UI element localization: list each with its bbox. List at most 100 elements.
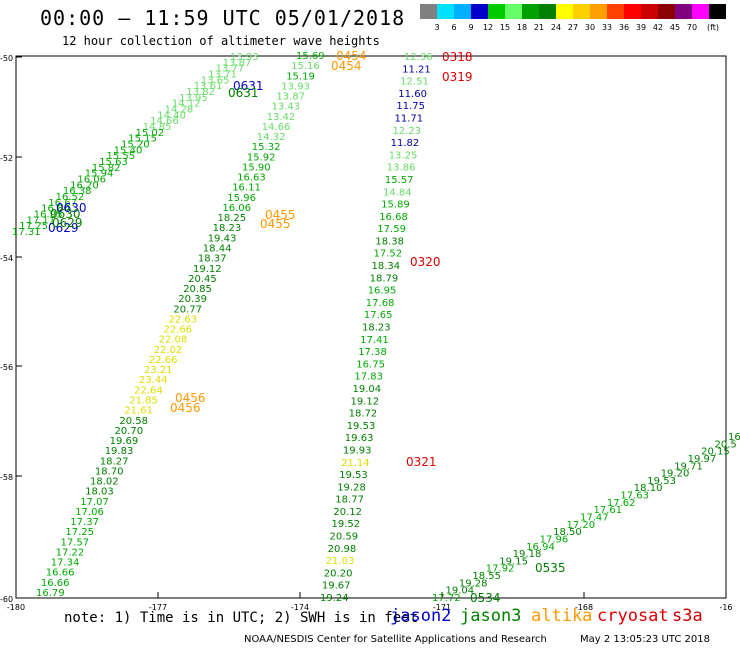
- swh-value: 15.40: [114, 145, 143, 156]
- swh-value: 16.52: [56, 192, 85, 203]
- page-title: 00:00 – 11:59 UTC 05/01/2018: [40, 6, 406, 30]
- scale-swatch: [471, 4, 488, 19]
- pass-time-label: 0631: [233, 79, 264, 93]
- swh-value: 15.92: [247, 152, 276, 163]
- swh-value: 13.77: [216, 64, 245, 75]
- swh-value: 14.66: [150, 116, 179, 127]
- swh-value: 16.20: [70, 180, 99, 191]
- swh-value: 19.15: [499, 556, 528, 567]
- swh-value: 18.55: [472, 571, 501, 582]
- scale-label: 39: [635, 23, 647, 32]
- swh-value: 19.63: [345, 433, 374, 444]
- scale-swatch: [692, 4, 709, 19]
- lon-label: -174: [291, 603, 309, 612]
- swh-value: 17.06: [75, 507, 104, 518]
- pass-time-label: 0318: [442, 50, 473, 64]
- swh-value: 18.38: [375, 236, 404, 247]
- scale-label: 30: [584, 23, 596, 32]
- swh-value: 17.65: [364, 310, 393, 321]
- lat-label: -56: [0, 363, 13, 372]
- scale-label: 27: [567, 23, 579, 32]
- swh-value: 16.67: [48, 198, 77, 209]
- swh-value: 20.59: [330, 532, 359, 543]
- swh-value: 16.94: [526, 542, 555, 553]
- swh-value: 19.12: [193, 264, 222, 275]
- swh-value: 13.95: [179, 93, 208, 104]
- pass-time-label: 0321: [406, 455, 437, 469]
- scale-label: 24: [550, 23, 562, 32]
- swh-value: 13.87: [223, 58, 252, 69]
- swh-value: 15.16: [291, 61, 320, 72]
- swh-value: 12.51: [400, 77, 429, 88]
- time-labels-layer: 0454045403180319063106310630063006290629…: [48, 49, 566, 605]
- swh-value: 20.39: [178, 294, 207, 305]
- swh-value: 11.21: [402, 64, 431, 75]
- swh-value: 19.52: [332, 519, 361, 530]
- swh-value: 19.53: [339, 470, 368, 481]
- swh-value: 18.50: [553, 527, 582, 538]
- swh-value: 11.60: [398, 89, 427, 100]
- swh-value: 19.43: [208, 233, 237, 244]
- swh-value: 20.70: [115, 426, 144, 437]
- swh-value: 19.53: [347, 421, 376, 432]
- swh-value: 13.42: [267, 112, 296, 123]
- swh-value: 23.44: [139, 375, 168, 386]
- scale-swatch: [437, 4, 454, 19]
- scale-swatch: [590, 4, 607, 19]
- swh-value: 23.21: [144, 365, 173, 376]
- swh-value: 15.82: [92, 163, 121, 174]
- swh-value: 16.06: [222, 203, 251, 214]
- swh-value: 16.66: [41, 578, 70, 589]
- swh-value: 17.37: [70, 517, 99, 528]
- swh-value: 22.63: [169, 314, 198, 325]
- swh-value: 17.31: [12, 227, 41, 238]
- swh-value: 18.37: [198, 254, 227, 265]
- swh-value: 19.04: [446, 586, 475, 597]
- swh-value: 19.93: [343, 446, 372, 457]
- legend-cryosat: cryosat: [597, 606, 669, 626]
- swh-value: 17.52: [374, 249, 403, 260]
- swh-value: 20.20: [324, 568, 353, 579]
- scale-label: 36: [618, 23, 630, 32]
- swh-value: 15.96: [227, 193, 256, 204]
- lon-label: -177: [149, 603, 167, 612]
- swh-value: 13.86: [387, 163, 416, 174]
- swh-value: 19.28: [337, 482, 366, 493]
- swh-value: 22.02: [154, 345, 183, 356]
- scale-swatch: [675, 4, 692, 19]
- swh-value: 19.67: [322, 581, 351, 592]
- swh-value: 17.72: [432, 593, 461, 604]
- swh-value: 16.06: [77, 175, 106, 186]
- swh-value: 16.95: [34, 210, 63, 221]
- timestamp: May 2 13:05:23 UTC 2018: [580, 634, 710, 645]
- scale-swatch: [607, 4, 624, 19]
- swh-value: 16.95: [368, 286, 397, 297]
- swh-value: 19.97: [688, 454, 717, 465]
- axes-layer: -50 -52 -54 -56 -58 -60-180 -177 -174 -171 -168 -1…: [0, 54, 733, 612]
- scale-unit: (ft): [707, 23, 720, 32]
- swh-value: 13.93: [281, 81, 310, 92]
- swh-value: 11.71: [395, 114, 424, 125]
- legend-s3a: s3a: [672, 606, 703, 626]
- swh-value: 17.57: [61, 537, 90, 548]
- swh-value: 22.08: [159, 335, 188, 346]
- swh-value: 12.36: [404, 52, 433, 63]
- swh-value: 17.92: [486, 564, 515, 575]
- pass-time-label: 0319: [442, 70, 473, 84]
- swh-value: 20.5: [715, 439, 737, 450]
- swh-value: 21.61: [124, 406, 153, 417]
- scale-label: 70: [686, 23, 698, 32]
- swh-value: 18.44: [203, 244, 232, 255]
- swh-value: 19.28: [459, 578, 488, 589]
- swh-value: 16: [728, 432, 740, 443]
- scale-swatch: [454, 4, 471, 19]
- swh-value: 13.25: [389, 150, 418, 161]
- lat-label: -54: [0, 254, 13, 263]
- legend-jason2: jason2: [390, 606, 452, 626]
- swh-value: 13.61: [194, 81, 223, 92]
- swh-value: 15.63: [99, 157, 128, 168]
- swh-value: 22.66: [149, 355, 178, 366]
- pass-time-label: 0456: [175, 391, 206, 405]
- swh-value: 20.77: [173, 304, 202, 315]
